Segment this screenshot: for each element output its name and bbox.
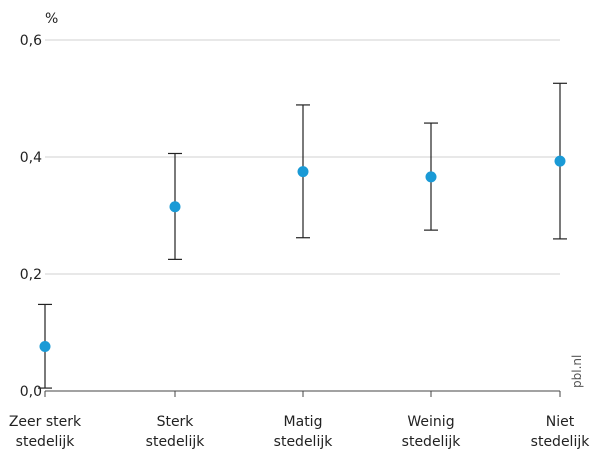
y-tick-label: 0,4 xyxy=(20,150,42,166)
x-axis: Zeer sterk stedelijk Sterk stedelijk Matig st… xyxy=(9,390,591,450)
y-axis: 0,0 0,2 0,4 0,6 xyxy=(20,33,42,400)
error-bars xyxy=(38,82,567,389)
data-point xyxy=(297,166,309,178)
y-unit-label: % xyxy=(45,11,58,27)
data-point xyxy=(425,171,437,183)
y-tick-label: 0,0 xyxy=(20,384,42,400)
data-point xyxy=(39,341,51,353)
x-tick-label: stedelijk xyxy=(531,434,591,450)
x-tick-label: Sterk xyxy=(157,414,195,430)
data-point xyxy=(169,201,181,213)
watermark: pbl.nl xyxy=(570,355,584,388)
data-point xyxy=(554,155,566,167)
x-tick-label: stedelijk xyxy=(146,434,206,450)
y-tick-label: 0,6 xyxy=(20,33,42,49)
x-tick-label: stedelijk xyxy=(16,434,76,450)
x-tick-label: stedelijk xyxy=(402,434,462,450)
y-tick-label: 0,2 xyxy=(20,267,42,283)
data-points xyxy=(39,155,566,353)
x-tick-label: Niet xyxy=(546,414,575,430)
x-tick-label: Weinig xyxy=(407,414,454,430)
x-tick-label: stedelijk xyxy=(274,434,334,450)
x-tick-label: Zeer sterk xyxy=(9,414,82,430)
x-tick-label: Matig xyxy=(284,414,323,430)
